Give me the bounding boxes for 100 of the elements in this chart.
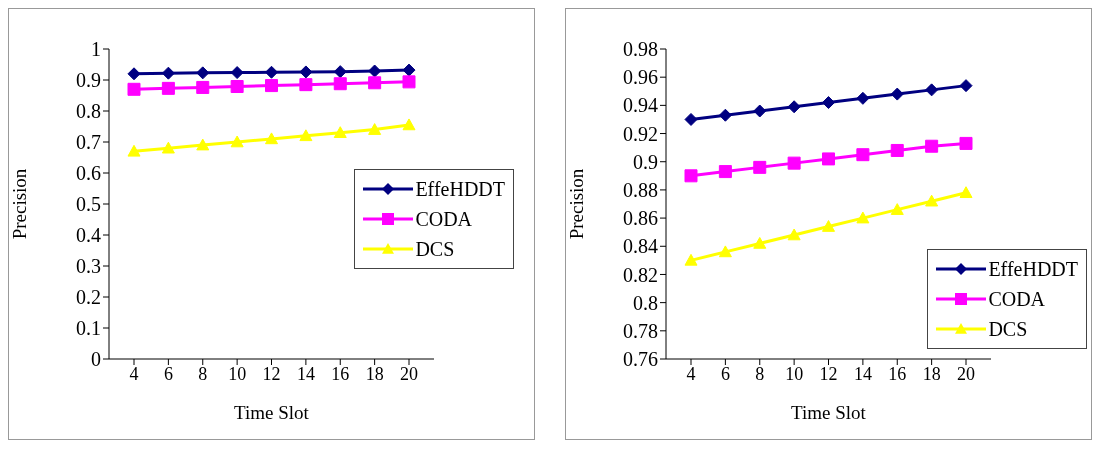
x-axis-title: Time Slot (791, 402, 867, 423)
point (959, 79, 973, 93)
y-tick-label: 0.9 (633, 150, 658, 173)
x-tick-label: 18 (365, 363, 384, 384)
x-tick-label: 12 (262, 363, 281, 384)
point (161, 81, 175, 95)
x-tick-label: 14 (296, 363, 315, 384)
y-tick-label: 0.78 (623, 319, 658, 342)
y-tick-label: 0.82 (623, 263, 658, 286)
point (787, 228, 801, 241)
x-tick-label: 6 (720, 363, 730, 384)
y-axis-title: Precision (565, 168, 587, 240)
legend-label: CODA (415, 207, 473, 231)
x-tick-label: 14 (853, 363, 872, 384)
point (196, 66, 210, 80)
point (890, 143, 904, 157)
point (368, 123, 382, 135)
point (161, 141, 175, 154)
point (196, 80, 210, 94)
x-tick-label: 16 (888, 363, 907, 384)
point (925, 139, 939, 153)
point (230, 80, 244, 94)
point (856, 91, 870, 105)
point (925, 194, 939, 207)
legend-label: CODA (988, 287, 1046, 311)
x-tick-label: 8 (198, 363, 208, 384)
y-tick-label: 0.5 (76, 193, 101, 216)
y-tick-label: 0.92 (623, 122, 658, 145)
point (822, 96, 835, 110)
point (684, 112, 698, 126)
point (127, 67, 141, 81)
point (230, 66, 244, 80)
point (265, 132, 278, 145)
y-tick-label: 0.86 (623, 207, 658, 230)
y-tick-label: 0.4 (76, 224, 101, 247)
point (684, 253, 698, 266)
point (368, 64, 382, 78)
point (822, 220, 835, 232)
x-axis-title: Time Slot (234, 402, 310, 423)
y-axis-title: Precision (8, 168, 30, 240)
x-tick-label: 8 (755, 363, 765, 384)
point (890, 203, 904, 215)
y-tick-label: 0.96 (623, 66, 658, 89)
x-tick-label: 10 (228, 363, 247, 384)
point (856, 211, 870, 224)
point (787, 156, 801, 170)
point (787, 100, 801, 114)
point (368, 76, 382, 90)
y-tick-label: 0.3 (76, 255, 101, 278)
y-tick-label: 0.6 (76, 162, 101, 185)
x-tick-label: 20 (957, 363, 975, 384)
point (959, 136, 973, 150)
point (753, 236, 767, 249)
y-tick-label: 0.94 (623, 94, 658, 117)
point (230, 135, 244, 148)
y-tick-label: 0.76 (623, 348, 658, 371)
y-tick-label: 1 (91, 38, 101, 61)
point (299, 78, 313, 92)
point (890, 87, 904, 101)
point (822, 152, 835, 166)
point (753, 104, 767, 118)
point (333, 126, 347, 138)
y-tick-label: 0.8 (76, 100, 101, 123)
point (856, 148, 870, 162)
x-tick-label: 12 (819, 363, 838, 384)
legend-label: DCS (988, 317, 1028, 341)
point (753, 160, 767, 174)
x-tick-label: 20 (400, 363, 418, 384)
point (718, 108, 732, 122)
point (196, 138, 210, 151)
point (718, 165, 732, 179)
y-tick-label: 0.98 (623, 38, 658, 61)
y-tick-label: 0.88 (623, 179, 658, 202)
y-tick-label: 0.84 (623, 235, 658, 258)
y-tick-label: 0.7 (76, 131, 101, 154)
y-tick-label: 0.2 (76, 286, 101, 309)
y-tick-label: 0.9 (76, 69, 101, 92)
point (265, 79, 278, 93)
y-tick-label: 0.8 (633, 291, 658, 314)
point (402, 63, 416, 77)
point (265, 65, 278, 79)
x-tick-label: 6 (163, 363, 173, 384)
point (718, 245, 732, 258)
legend-label: EffeHDDT (988, 257, 1078, 281)
point (925, 83, 939, 97)
x-tick-label: 4 (129, 363, 139, 384)
point (402, 75, 416, 89)
point (959, 186, 973, 199)
point (333, 65, 347, 79)
point (127, 144, 141, 157)
x-tick-label: 4 (686, 363, 696, 384)
y-tick-label: 0 (91, 348, 101, 371)
x-tick-label: 16 (331, 363, 350, 384)
x-tick-label: 18 (922, 363, 941, 384)
y-tick-label: 0.1 (76, 317, 101, 340)
point (161, 66, 175, 80)
legend-label: EffeHDDT (415, 177, 505, 201)
point (127, 82, 141, 96)
legend-label: DCS (415, 237, 455, 261)
point (402, 118, 416, 131)
